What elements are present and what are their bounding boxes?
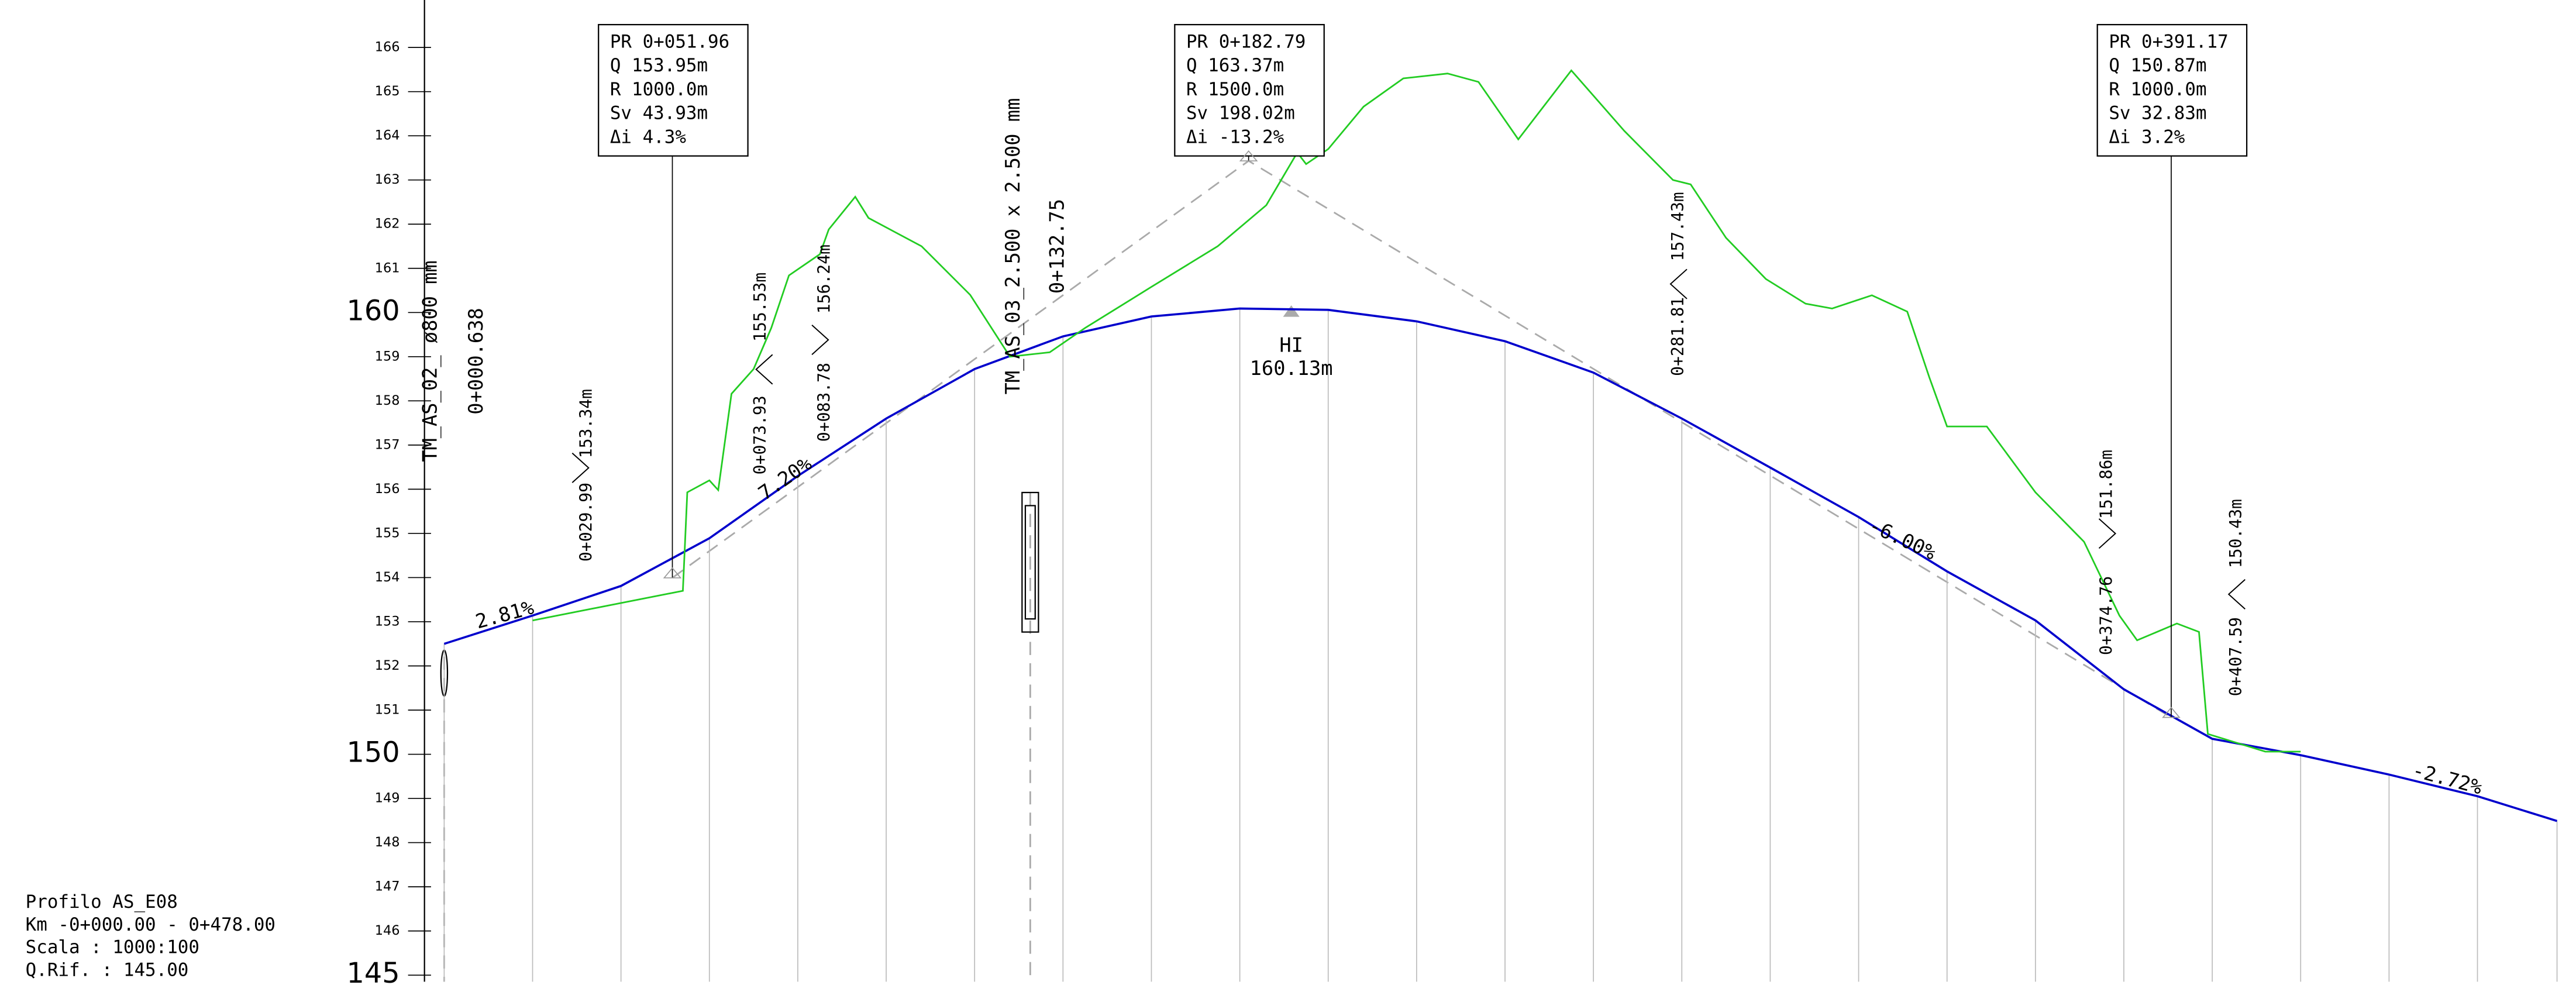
y-tick-label: 145	[347, 958, 400, 985]
station-marker	[2098, 518, 2117, 549]
footer-text: Q.Rif. : 145.00	[26, 959, 189, 980]
high-point-label: HI	[1279, 334, 1303, 357]
y-tick-label: 151	[375, 702, 400, 718]
curve-text: Sv 32.83m	[2109, 103, 2206, 124]
station-marker	[811, 324, 829, 355]
y-tick-label: 165	[375, 84, 400, 99]
curve-box	[598, 23, 749, 157]
station-label: 0+132.75	[1046, 199, 1069, 294]
curve-text: Sv 43.93m	[610, 103, 708, 124]
curve-text: R 1500.0m	[1186, 79, 1284, 100]
high-point-elevation: 160.13m	[1250, 357, 1333, 380]
station-label: 150.43m	[2226, 499, 2246, 568]
y-tick-label: 158	[375, 393, 400, 408]
y-tick-label: 148	[375, 835, 400, 850]
slope-label: 2.81%	[473, 596, 536, 633]
station-label: 153.34m	[577, 389, 596, 458]
station-label: 157.43m	[1668, 192, 1688, 261]
station-marker	[755, 354, 773, 385]
curve-text: Sv 198.02m	[1186, 103, 1295, 124]
y-tick-label: 155	[375, 525, 400, 540]
curve-text: PR 0+051.96	[610, 31, 729, 52]
station-label: 0+374.76	[2097, 576, 2116, 655]
structure	[1021, 491, 1039, 633]
curve-text: PR 0+391.17	[2109, 31, 2228, 52]
curve-marker	[2162, 707, 2181, 718]
station-label: 0+407.59	[2226, 617, 2246, 696]
high-point-marker	[1283, 305, 1300, 317]
station-label: 0+000.638	[464, 308, 487, 414]
y-tick-label: 164	[375, 128, 400, 143]
y-tick-label: 161	[375, 260, 400, 275]
y-tick-label: 162	[375, 216, 400, 232]
y-tick-label: 156	[375, 481, 400, 497]
curve-box	[1174, 23, 1325, 157]
y-tick-label: 146	[375, 923, 400, 938]
y-tick-label: 160	[347, 295, 400, 327]
station-label: 155.53m	[750, 273, 770, 342]
station-label: TM_AS_03_2.500 x 2.500 mm	[1001, 98, 1025, 395]
curve-text: Δi -13.2%	[1186, 126, 1284, 147]
footer-text: Scala : 1000:100	[26, 937, 199, 958]
slope-label: -2.72%	[2410, 759, 2485, 799]
curve-marker	[1239, 150, 1258, 161]
curve-text: R 1000.0m	[2109, 79, 2206, 100]
curve-text: Q 153.95m	[610, 55, 708, 76]
y-tick-label: 152	[375, 658, 400, 673]
y-tick-label: 149	[375, 791, 400, 806]
station-marker	[571, 452, 590, 483]
curve-text: R 1000.0m	[610, 79, 708, 100]
curve-text: Δi 4.3%	[610, 126, 686, 147]
series-line	[443, 307, 2558, 822]
station-label: 0+281.81	[1668, 297, 1688, 376]
y-tick-label: 166	[375, 40, 400, 55]
station-label: 0+073.93	[750, 395, 770, 474]
y-tick-label: 157	[375, 437, 400, 452]
curve-text: Δi 3.2%	[2109, 126, 2185, 147]
y-tick-label: 163	[375, 172, 400, 187]
curve-text: Q 163.37m	[1186, 55, 1284, 76]
y-tick-label: 150	[347, 737, 400, 769]
y-tick-label: 154	[375, 570, 400, 585]
station-label: TM_AS_02_ ø800 mm	[418, 260, 442, 462]
slope-label: -6.00%	[1865, 514, 1940, 564]
tangents	[443, 160, 2172, 982]
station-marker	[1669, 268, 1688, 299]
curve-box	[2096, 23, 2248, 157]
structure	[1024, 505, 1036, 620]
series-line	[532, 69, 2301, 753]
curve-text: Q 150.87m	[2109, 55, 2206, 76]
station-label: 156.24m	[815, 244, 834, 314]
station-marker	[2227, 579, 2246, 610]
station-label: 0+083.78	[815, 363, 834, 442]
y-tick-label: 147	[375, 879, 400, 894]
y-tick-label: 159	[375, 349, 400, 364]
footer-text: Km -0+000.00 - 0+478.00	[26, 914, 275, 935]
curve-text: PR 0+182.79	[1186, 31, 1306, 52]
station-label: 151.86m	[2097, 450, 2116, 519]
curve-marker	[663, 567, 682, 578]
station-label: 0+029.99	[577, 483, 596, 562]
y-tick-label: 153	[375, 614, 400, 629]
footer-text: Profilo AS_E08	[26, 891, 178, 912]
